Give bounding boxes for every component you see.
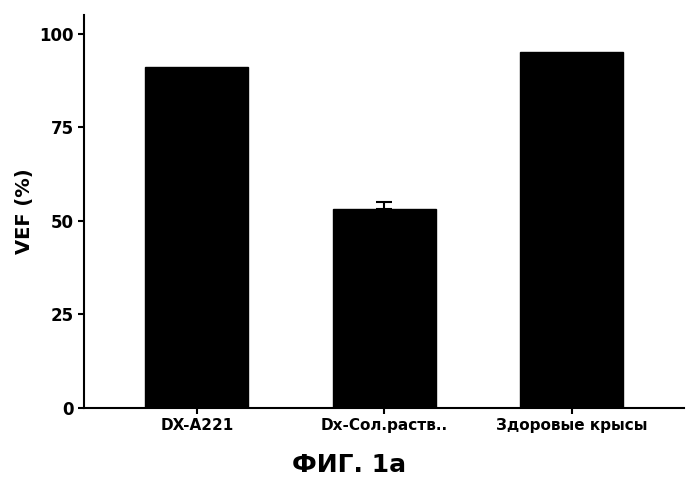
Bar	[333, 209, 435, 408]
Text: ФИГ. 1а: ФИГ. 1а	[292, 453, 407, 477]
Y-axis label: VEF (%): VEF (%)	[15, 169, 34, 254]
Bar	[520, 53, 623, 408]
Bar	[145, 67, 248, 408]
